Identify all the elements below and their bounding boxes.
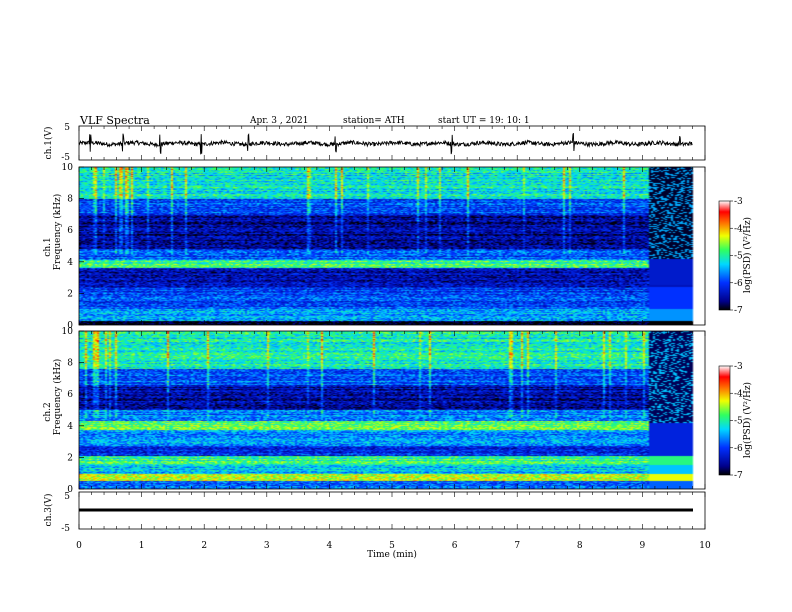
ch1-spectrogram-ytick-label: 10: [62, 163, 74, 173]
ch2-colorbar: -3 -4 -5 -6 -7 log(PSD) (V²/Hz): [718, 362, 753, 481]
start-ut-label: start UT = 19: 10: 1: [438, 116, 530, 126]
x-tick-label: 7: [514, 541, 520, 551]
ch3-waveform-panel: 5 -5 ch.3(V): [43, 491, 706, 534]
x-axis-ticks: 0 1 2 3 4 5 6 7 8 9 10: [76, 541, 711, 551]
ch2-spectrogram-ytick-label: 0: [67, 485, 73, 495]
panel-frame-ticks: [78, 126, 706, 529]
ch2-spectrogram-ytick-label: 8: [67, 359, 73, 369]
x-tick-label: 4: [327, 541, 333, 551]
ch2-colorbar-tick-label: -6: [734, 444, 743, 454]
x-tick-label: 1: [139, 541, 145, 551]
ch2-spectrogram-ylabel-channel: ch.2: [43, 402, 53, 421]
ch1-spectrogram-ytick-label: 0: [67, 321, 73, 331]
x-tick-label: 10: [699, 541, 711, 551]
ch3-waveform-line: [79, 508, 693, 512]
ch2-colorbar-tick-label: -3: [734, 362, 743, 372]
ch1-colorbar-tick-label: -6: [734, 279, 743, 289]
ch2-spectrogram-ytick-label: 6: [67, 390, 73, 400]
date-label: Apr. 3 , 2021: [249, 116, 309, 126]
ch1-waveform-ylabel: ch.1(V): [43, 127, 54, 160]
ch2-spectrogram-yticks: 0 2 4 6 8 10: [62, 327, 84, 495]
ch3-waveform-ylabel: ch.3(V): [43, 494, 54, 527]
ch1-spectrogram-image: [79, 167, 705, 325]
ch2-spectrogram-ylabel-frequency: Frequency (kHz): [52, 359, 63, 436]
x-tick-label: 3: [264, 541, 270, 551]
ch1-colorbar: -3 -4 -5 -6 -7 log(PSD) (V²/Hz): [718, 197, 753, 316]
ch2-colorbar-tick-label: -7: [734, 471, 743, 481]
ch1-waveform-line: [78, 133, 693, 155]
x-axis-label: Time (min): [367, 549, 417, 560]
ch1-spectrogram-panel: 0 2 4 6 8 10 ch.1 Frequency (kHz): [43, 163, 706, 331]
ch2-spectrogram-panel: 0 2 4 6 8 10 ch.2 Frequency (kHz): [43, 327, 706, 495]
ch1-colorbar-gradient: [718, 200, 731, 311]
x-tick-label: 8: [577, 541, 583, 551]
x-tick-label: 6: [452, 541, 458, 551]
x-tick-label: 5: [389, 541, 395, 551]
station-label: station= ATH: [343, 116, 405, 126]
ch2-colorbar-ticks: -3 -4 -5 -6 -7: [730, 362, 743, 481]
ch1-spectrogram-ytick-label: 2: [67, 289, 73, 299]
ch1-waveform-panel: 5 -5 ch.1(V): [43, 123, 706, 163]
ch1-spectrogram-ytick-label: 4: [67, 258, 73, 268]
ch1-colorbar-label: log(PSD) (V²/Hz): [742, 217, 753, 293]
ch1-colorbar-ticks: -3 -4 -5 -6 -7: [730, 197, 743, 316]
ch3-waveform-ytick-bottom: -5: [61, 524, 70, 534]
ch1-spectrogram-ytick-label: 8: [67, 195, 73, 205]
ch1-colorbar-tick-label: -7: [734, 306, 743, 316]
figure-title: VLF Spectra: [79, 114, 150, 127]
ch1-spectrogram-ylabel-channel: ch.1: [43, 237, 53, 256]
ch2-colorbar-label: log(PSD) (V²/Hz): [742, 382, 753, 458]
ch1-colorbar-tick-label: -5: [734, 252, 743, 262]
ch3-waveform-ytick-top: 5: [64, 492, 70, 502]
ch1-waveform-ytick-bottom: -5: [61, 153, 70, 163]
x-tick-label: 9: [640, 541, 646, 551]
ch1-colorbar-tick-label: -3: [734, 197, 743, 207]
ch1-spectrogram-yticks: 0 2 4 6 8 10: [62, 163, 84, 331]
ch2-spectrogram-ytick-label: 2: [67, 453, 73, 463]
ch2-colorbar-tick-label: -4: [734, 389, 743, 399]
ch1-colorbar-tick-label: -4: [734, 224, 743, 234]
ch2-colorbar-gradient: [718, 365, 731, 476]
ch1-waveform-ytick-top: 5: [64, 123, 70, 133]
ch2-colorbar-tick-label: -5: [734, 417, 743, 427]
ch2-spectrogram-ytick-label: 10: [62, 327, 74, 337]
ch2-spectrogram-ytick-label: 4: [67, 422, 73, 432]
ch2-spectrogram-image: [79, 331, 705, 489]
ch1-spectrogram-ylabel-frequency: Frequency (kHz): [52, 194, 63, 271]
ch1-spectrogram-ytick-label: 6: [67, 226, 73, 236]
x-tick-label: 2: [201, 541, 207, 551]
x-tick-label: 0: [76, 541, 82, 551]
